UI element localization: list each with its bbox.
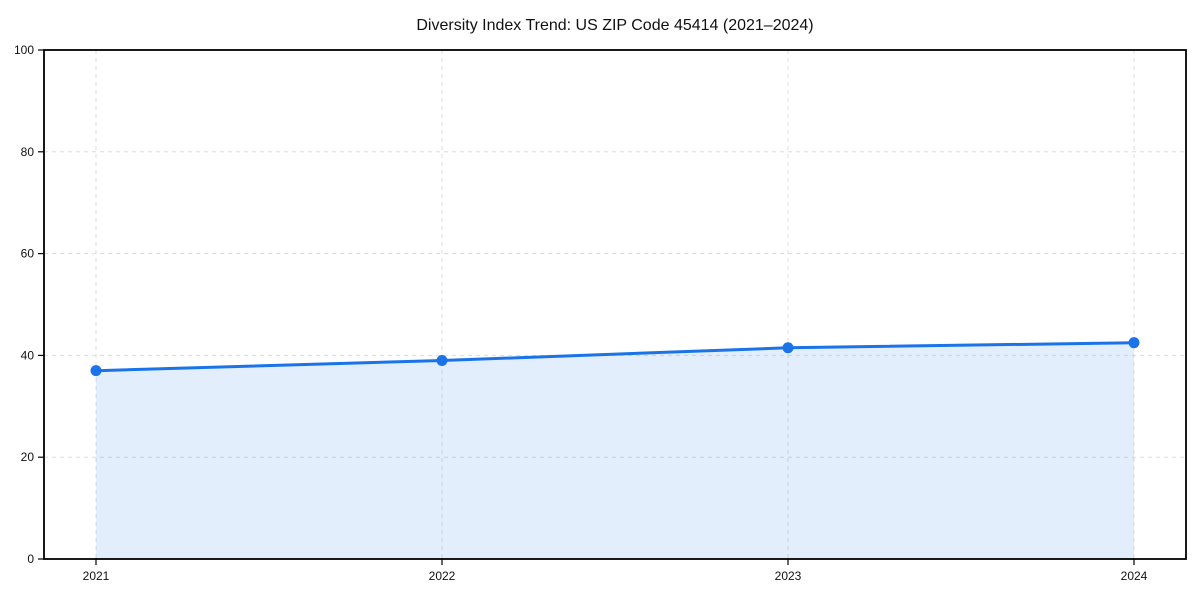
trend-line — [94, 341, 1136, 373]
area-fill — [96, 342, 1134, 559]
data-point-marker — [436, 354, 448, 366]
y-tick-label: 60 — [21, 247, 35, 261]
chart-title: Diversity Index Trend: US ZIP Code 45414… — [416, 17, 813, 34]
y-tick-label: 20 — [21, 450, 35, 464]
data-point-marker — [90, 365, 102, 377]
x-tick-label: 2022 — [429, 569, 456, 583]
x-tick-label: 2023 — [775, 569, 802, 583]
data-point-marker — [782, 342, 794, 354]
y-tick-label: 100 — [14, 43, 34, 57]
y-tick-label: 80 — [21, 145, 35, 159]
x-tick-label: 2021 — [83, 569, 110, 583]
data-series-layer — [90, 337, 1140, 559]
plot-frame — [43, 49, 1187, 560]
x-tick-label: 2024 — [1121, 569, 1148, 583]
y-tick-label: 0 — [27, 552, 34, 566]
axes-layer — [38, 49, 1187, 565]
data-point-marker — [1128, 337, 1140, 349]
tick-labels-layer: 0 20 40 60 80 100 2021 2022 2023 2024 — [14, 43, 1148, 583]
y-tick-label: 40 — [21, 348, 35, 362]
